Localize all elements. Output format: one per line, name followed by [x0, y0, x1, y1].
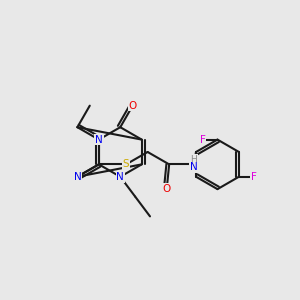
- Text: N: N: [190, 162, 198, 172]
- Text: F: F: [251, 172, 257, 182]
- Text: N: N: [95, 135, 103, 145]
- Text: F: F: [200, 135, 206, 145]
- Text: S: S: [123, 159, 129, 170]
- Text: N: N: [116, 172, 124, 182]
- Text: O: O: [163, 184, 171, 194]
- Text: N: N: [74, 172, 81, 182]
- Text: O: O: [128, 101, 137, 111]
- Text: H: H: [190, 155, 197, 164]
